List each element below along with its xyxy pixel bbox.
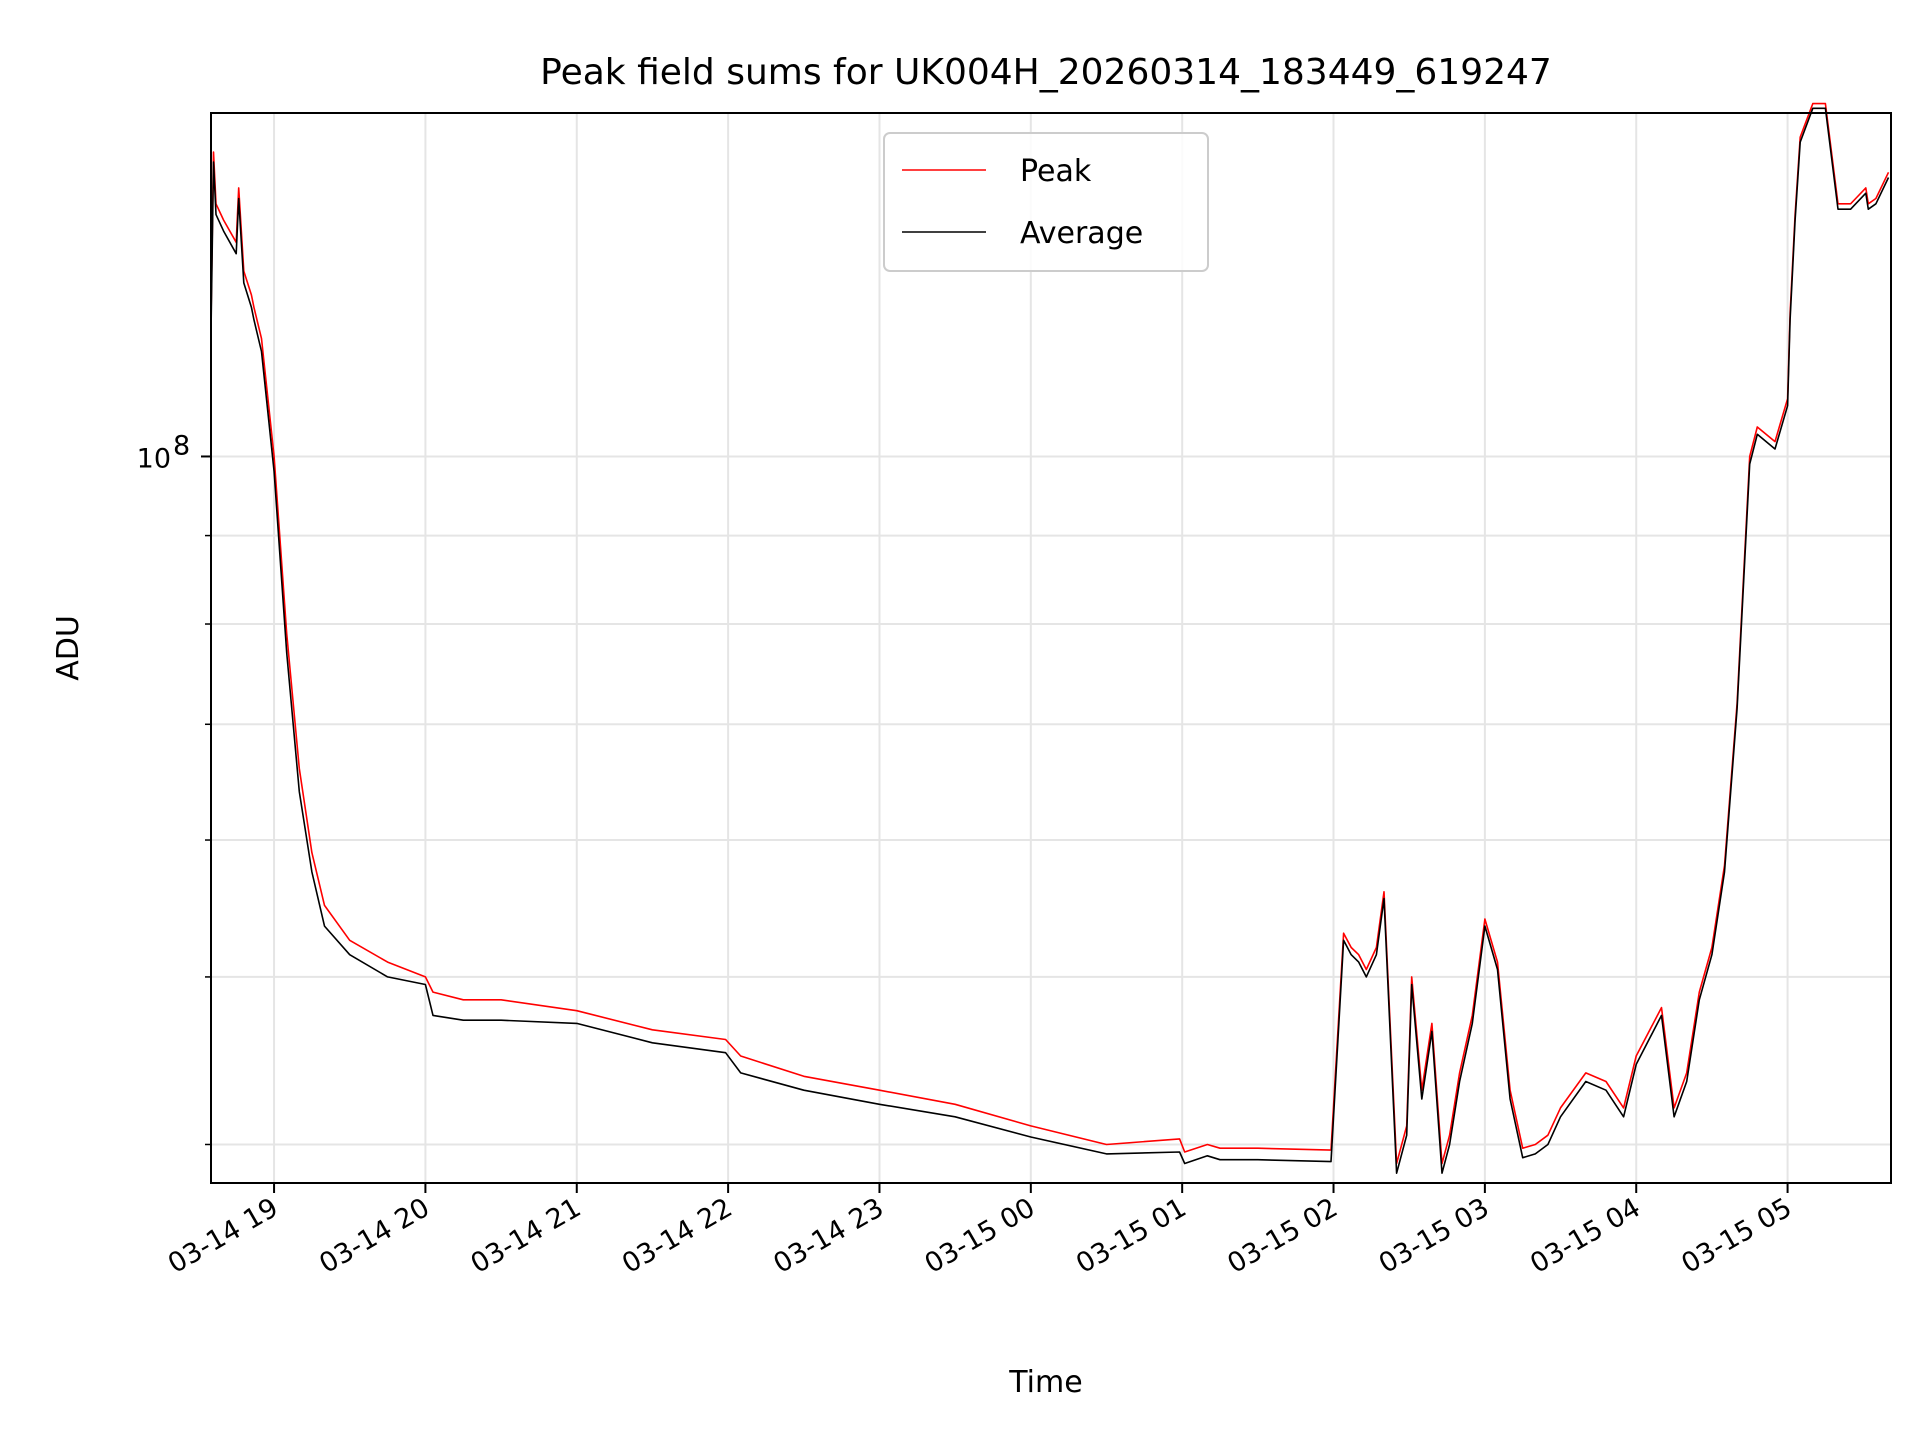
legend-label-peak: Peak bbox=[1020, 154, 1092, 189]
x-axis-title: Time bbox=[1008, 1365, 1082, 1400]
y-tick-label: 10 bbox=[137, 443, 171, 474]
chart-title: Peak field sums for UK004H_20260314_1834… bbox=[540, 52, 1552, 93]
legend: Peak Average bbox=[883, 132, 1209, 272]
legend-box bbox=[883, 132, 1209, 272]
y-axis-title: ADU bbox=[51, 615, 86, 681]
grid-layer bbox=[211, 113, 1891, 1183]
y-tick-label-exponent: 8 bbox=[173, 430, 190, 461]
plot-frame bbox=[210, 112, 1892, 1184]
series-layer bbox=[210, 102, 1890, 1174]
legend-label-average: Average bbox=[1020, 216, 1143, 251]
y-tick-label-base: 10 bbox=[137, 443, 171, 474]
series-line-average bbox=[210, 107, 1890, 1174]
